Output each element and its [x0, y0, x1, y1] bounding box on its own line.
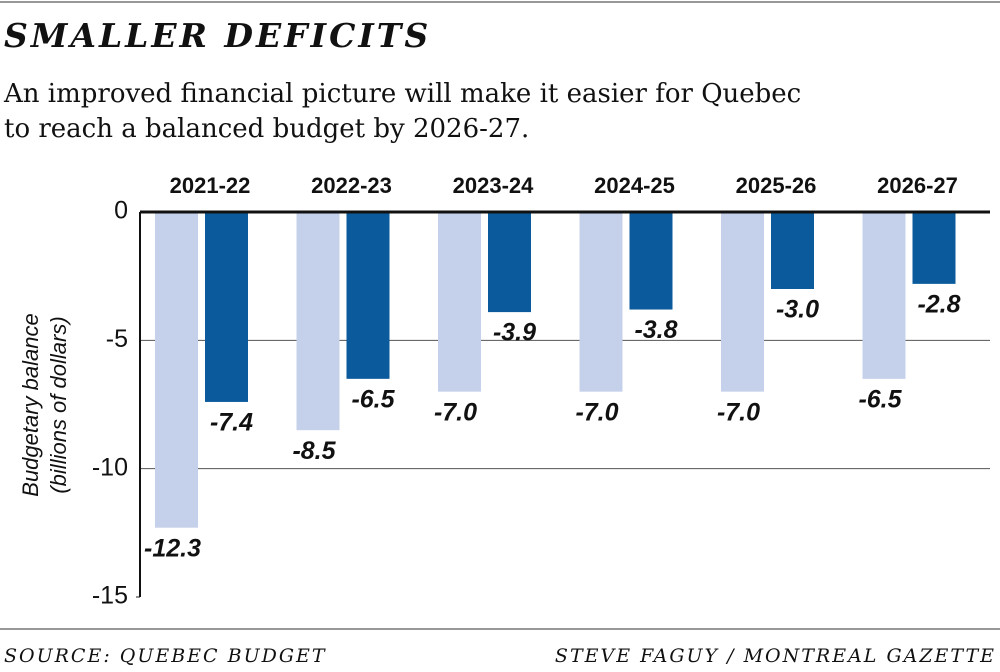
data-label: -2.8	[917, 290, 960, 318]
source: SOURCE: QUEBEC BUDGET	[4, 645, 327, 667]
data-label: -12.3	[144, 534, 201, 562]
data-label: -8.5	[292, 437, 336, 465]
x-tick-label: 2025-26	[736, 173, 817, 198]
bar	[155, 212, 198, 528]
data-label: -7.4	[210, 409, 253, 437]
bar	[438, 212, 481, 392]
x-tick-label: 2022-23	[311, 173, 392, 198]
bar	[771, 212, 814, 289]
x-tick-label: 2023-24	[453, 173, 535, 198]
y-tick-label: -15	[92, 582, 128, 610]
subtitle: to reach a balanced budget by 2026-27.	[4, 114, 529, 144]
data-label: -7.0	[434, 398, 477, 426]
y-tick-label: -10	[92, 453, 128, 481]
subtitle: An improved financial picture will make …	[3, 79, 801, 109]
y-axis-label: (billions of dollars)	[46, 316, 71, 493]
data-label: -3.0	[776, 296, 819, 324]
chart-title: SMALLER DEFICITS	[4, 16, 431, 55]
bar	[579, 212, 623, 392]
data-label: -3.9	[493, 319, 536, 347]
y-axis-label: Budgetary balance	[18, 313, 43, 496]
data-label: -3.8	[634, 316, 677, 344]
bar	[862, 212, 906, 379]
x-tick-label: 2026-27	[877, 173, 958, 198]
credit: STEVE FAGUY / MONTREAL GAZETTE	[555, 645, 996, 667]
bar	[721, 212, 764, 392]
y-tick-label: 0	[114, 197, 128, 225]
bar	[346, 212, 390, 379]
x-tick-label: 2021-22	[170, 173, 251, 198]
bar	[205, 212, 248, 402]
bar	[296, 212, 340, 431]
data-label: -7.0	[575, 398, 618, 426]
bar	[629, 212, 673, 310]
data-label: -6.5	[351, 385, 395, 413]
x-tick-label: 2024-25	[594, 173, 675, 198]
data-label: -7.0	[717, 398, 760, 426]
y-axis-title: Budgetary balance (billions of dollars)	[18, 313, 71, 496]
y-tick-label: -5	[106, 325, 128, 353]
data-label: -6.5	[858, 385, 902, 413]
bar	[488, 212, 531, 313]
bar	[912, 212, 956, 284]
